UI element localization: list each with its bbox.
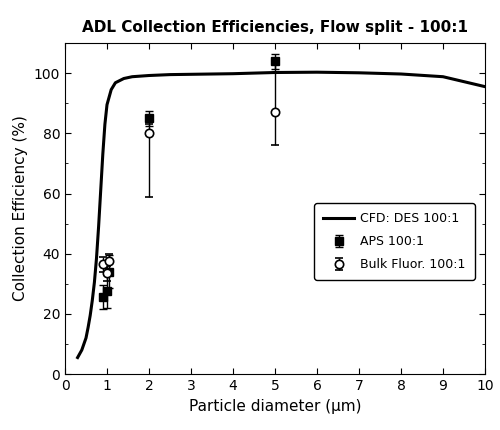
CFD: DES 100:1: (1.6, 98.8): DES 100:1: (1.6, 98.8) <box>129 74 135 79</box>
CFD: DES 100:1: (0.6, 19.5): DES 100:1: (0.6, 19.5) <box>87 313 93 318</box>
Title: ADL Collection Efficiencies, Flow split - 100:1: ADL Collection Efficiencies, Flow split … <box>82 20 468 35</box>
CFD: DES 100:1: (0.55, 15.5): DES 100:1: (0.55, 15.5) <box>85 325 91 330</box>
CFD: DES 100:1: (1.1, 94.5): DES 100:1: (1.1, 94.5) <box>108 87 114 92</box>
Line: CFD: DES 100:1: CFD: DES 100:1 <box>78 72 485 358</box>
CFD: DES 100:1: (0.95, 83): DES 100:1: (0.95, 83) <box>102 122 108 127</box>
CFD: DES 100:1: (1, 89.5): DES 100:1: (1, 89.5) <box>104 102 110 107</box>
CFD: DES 100:1: (0.75, 38.5): DES 100:1: (0.75, 38.5) <box>94 255 100 261</box>
CFD: DES 100:1: (0.65, 24.5): DES 100:1: (0.65, 24.5) <box>90 298 96 303</box>
CFD: DES 100:1: (2, 99.2): DES 100:1: (2, 99.2) <box>146 73 152 78</box>
X-axis label: Particle diameter (μm): Particle diameter (μm) <box>189 399 361 414</box>
CFD: DES 100:1: (5, 100): DES 100:1: (5, 100) <box>272 70 278 75</box>
CFD: DES 100:1: (3, 99.6): DES 100:1: (3, 99.6) <box>188 72 194 77</box>
CFD: DES 100:1: (9, 98.8): DES 100:1: (9, 98.8) <box>440 74 446 79</box>
CFD: DES 100:1: (7, 100): DES 100:1: (7, 100) <box>356 70 362 75</box>
CFD: DES 100:1: (1.8, 99): DES 100:1: (1.8, 99) <box>138 74 143 79</box>
CFD: DES 100:1: (0.85, 61): DES 100:1: (0.85, 61) <box>98 188 103 193</box>
CFD: DES 100:1: (0.7, 30.5): DES 100:1: (0.7, 30.5) <box>92 280 98 285</box>
CFD: DES 100:1: (0.9, 73): DES 100:1: (0.9, 73) <box>100 152 106 157</box>
CFD: DES 100:1: (10, 95.5): DES 100:1: (10, 95.5) <box>482 84 488 89</box>
CFD: DES 100:1: (8, 99.7): DES 100:1: (8, 99.7) <box>398 71 404 77</box>
CFD: DES 100:1: (4, 99.8): DES 100:1: (4, 99.8) <box>230 71 236 76</box>
Y-axis label: Collection Efficiency (%): Collection Efficiency (%) <box>13 116 28 301</box>
CFD: DES 100:1: (2.5, 99.5): DES 100:1: (2.5, 99.5) <box>167 72 173 77</box>
CFD: DES 100:1: (0.8, 49): DES 100:1: (0.8, 49) <box>96 224 102 229</box>
CFD: DES 100:1: (0.4, 8): DES 100:1: (0.4, 8) <box>79 347 85 353</box>
CFD: DES 100:1: (6, 100): DES 100:1: (6, 100) <box>314 70 320 75</box>
CFD: DES 100:1: (1.4, 98.2): DES 100:1: (1.4, 98.2) <box>121 76 127 81</box>
CFD: DES 100:1: (1.2, 96.8): DES 100:1: (1.2, 96.8) <box>112 80 118 85</box>
CFD: DES 100:1: (0.3, 5.5): DES 100:1: (0.3, 5.5) <box>74 355 80 360</box>
Legend: CFD: DES 100:1, APS 100:1, Bulk Fluor. 100:1: CFD: DES 100:1, APS 100:1, Bulk Fluor. 1… <box>314 203 474 280</box>
CFD: DES 100:1: (0.5, 12): DES 100:1: (0.5, 12) <box>83 335 89 341</box>
